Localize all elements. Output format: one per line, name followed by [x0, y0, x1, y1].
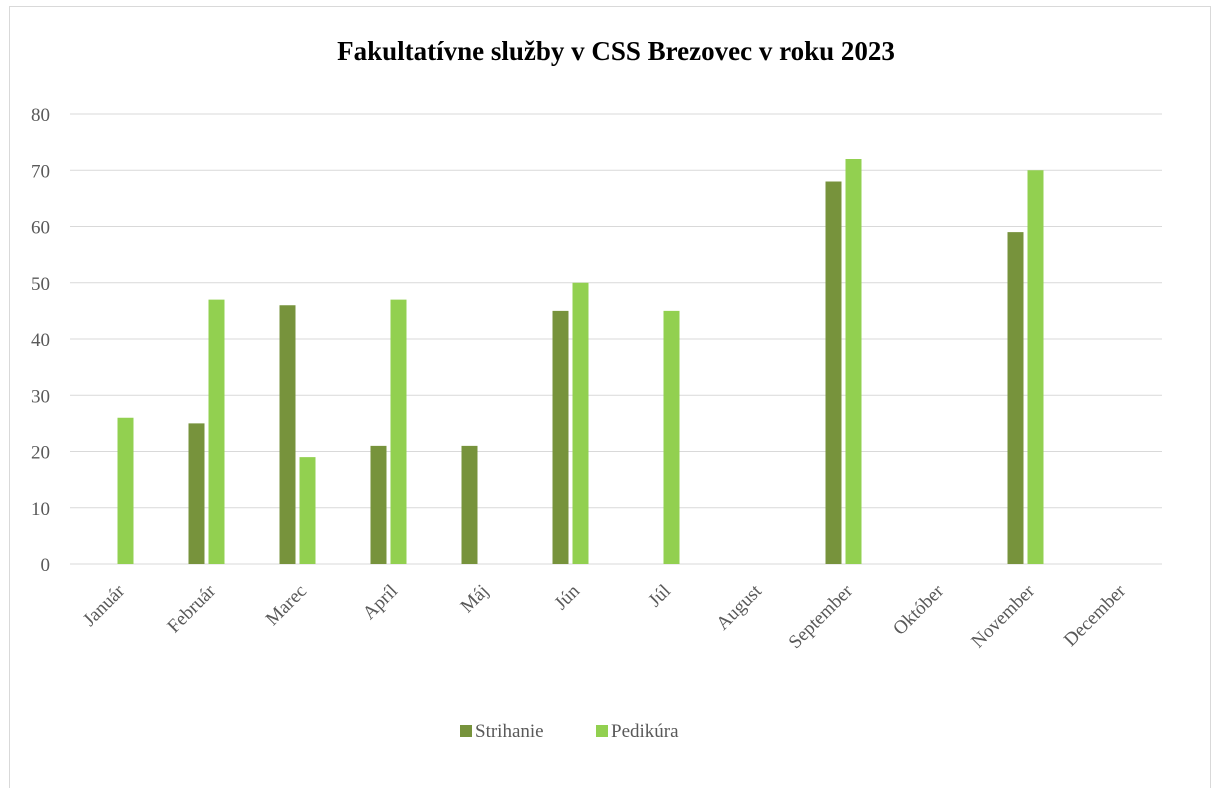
x-tick-label: August — [712, 580, 766, 634]
y-tick-label: 70 — [31, 161, 50, 182]
x-tick-label: September — [785, 580, 858, 653]
x-tick-label: Február — [163, 580, 220, 637]
bar-strihanie-8 — [825, 181, 842, 564]
bar-strihanie-1 — [188, 423, 205, 564]
y-tick-label: 60 — [31, 218, 50, 239]
bar-strihanie-4 — [461, 445, 478, 564]
legend-label-strihanie: Strihanie — [475, 721, 544, 742]
bar-pedikúra-6 — [663, 310, 680, 564]
y-tick-label: 50 — [31, 274, 50, 295]
legend-label-pedikúra: Pedikúra — [611, 721, 679, 742]
y-tick-label: 30 — [31, 386, 50, 407]
bar-strihanie-10 — [1007, 232, 1024, 564]
x-axis-ticks: Január Február Marec Apríl Máj Jún Júl August Se… — [79, 580, 1130, 653]
x-tick-label: Január — [79, 580, 129, 630]
x-tick-label: December — [1060, 580, 1131, 651]
x-tick-label: Apríl — [359, 581, 402, 624]
y-tick-label: 80 — [31, 105, 50, 126]
bars — [117, 159, 1044, 564]
bar-pedikúra-8 — [845, 159, 862, 564]
legend: Strihanie Pedikúra — [460, 721, 679, 742]
bar-pedikúra-0 — [117, 417, 134, 564]
bar-pedikúra-10 — [1027, 170, 1044, 564]
chart-frame — [9, 6, 1211, 788]
bar-pedikúra-3 — [390, 299, 407, 564]
x-tick-label: Máj — [457, 581, 493, 617]
legend-swatch-strihanie — [460, 725, 472, 737]
gridlines — [70, 113, 1162, 565]
y-tick-label: 0 — [41, 555, 51, 576]
chart-title: Fakultatívne služby v CSS Brezovec v rok… — [337, 36, 895, 66]
x-tick-label: Marec — [262, 581, 311, 630]
y-tick-label: 10 — [31, 499, 50, 520]
y-tick-label: 20 — [31, 443, 50, 464]
x-tick-label: Október — [889, 580, 948, 639]
x-tick-label: November — [967, 580, 1039, 652]
x-tick-label: Jún — [551, 580, 585, 614]
y-tick-label: 40 — [31, 330, 50, 351]
bar-pedikúra-5 — [572, 282, 589, 564]
bar-strihanie-5 — [552, 310, 569, 564]
x-tick-label: Júl — [644, 581, 675, 612]
bar-pedikúra-1 — [208, 299, 225, 564]
y-axis-ticks: 0 10 20 30 40 50 60 70 80 — [31, 105, 50, 576]
bar-strihanie-3 — [370, 445, 387, 564]
bar-strihanie-2 — [279, 305, 296, 564]
legend-swatch-pedikúra — [596, 725, 608, 737]
bar-pedikúra-2 — [299, 457, 316, 564]
